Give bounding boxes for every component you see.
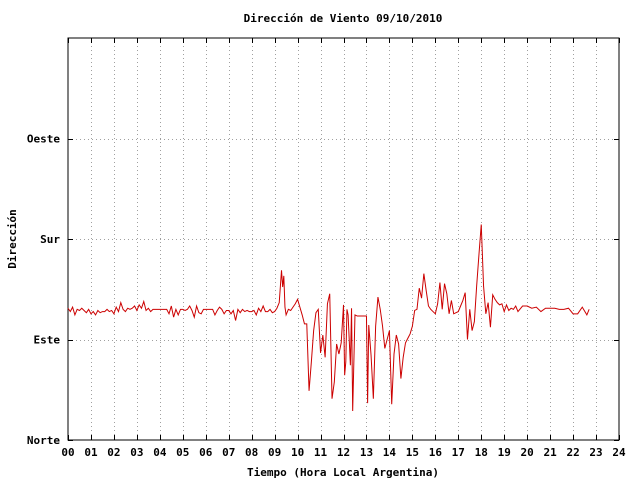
x-tick-label: 05: [176, 446, 189, 459]
series-layer: [67, 224, 590, 411]
x-tick-label: 13: [360, 446, 373, 459]
x-tick-label: 18: [475, 446, 488, 459]
x-tick-label: 09: [268, 446, 281, 459]
y-tick-label: Norte: [27, 434, 60, 447]
tick-layer: [68, 38, 620, 441]
x-tick-label: 07: [222, 446, 235, 459]
x-tick-label: 14: [383, 446, 397, 459]
x-tick-label: 24: [612, 446, 626, 459]
x-tick-label: 15: [406, 446, 419, 459]
x-tick-label: 06: [199, 446, 213, 459]
x-tick-label: 08: [245, 446, 258, 459]
x-tick-label: 22: [566, 446, 579, 459]
x-tick-label: 02: [107, 446, 120, 459]
x-tick-label: 19: [498, 446, 511, 459]
y-tick-label: Oeste: [27, 133, 60, 146]
x-axis-label: Tiempo (Hora Local Argentina): [247, 466, 439, 479]
x-tick-label: 00: [61, 446, 74, 459]
x-tick-labels: 00 01 02 03 04 05 06 07 08 09 10 11 12 13 14 15 16 17 18 19…: [61, 446, 626, 459]
x-tick-label: 17: [452, 446, 465, 459]
chart-title: Dirección de Viento 09/10/2010: [244, 12, 443, 25]
x-tick-label: 10: [291, 446, 304, 459]
x-tick-label: 21: [544, 446, 558, 459]
x-tick-label: 20: [521, 446, 534, 459]
wind-direction-series-line: [67, 224, 590, 411]
grid-layer: [68, 38, 619, 440]
y-tick-label: Este: [34, 334, 61, 347]
x-tick-label: 12: [337, 446, 350, 459]
x-tick-label: 01: [84, 446, 98, 459]
y-tick-label: Sur: [40, 233, 60, 246]
y-tick-labels: Norte Este Sur Oeste: [27, 133, 60, 448]
x-tick-label: 11: [314, 446, 328, 459]
x-tick-label: 03: [130, 446, 143, 459]
plot-frame: [67, 37, 620, 441]
x-tick-label: 16: [429, 446, 443, 459]
y-axis-label: Dirección: [6, 209, 19, 269]
x-tick-label: 04: [153, 446, 167, 459]
x-tick-label: 23: [589, 446, 602, 459]
